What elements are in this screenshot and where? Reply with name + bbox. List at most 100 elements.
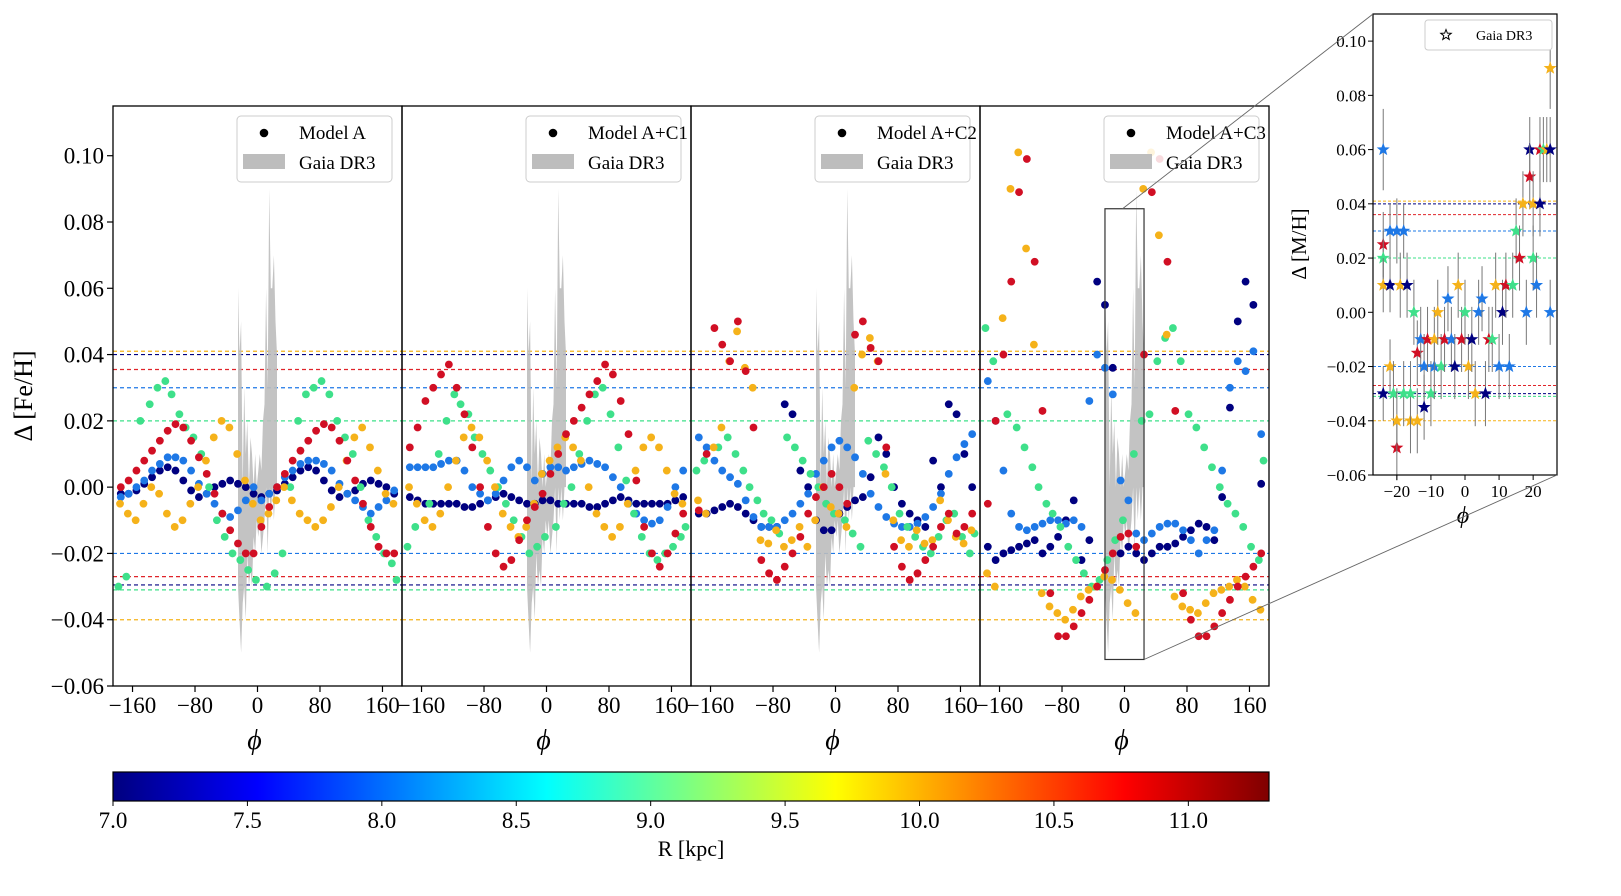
data-point xyxy=(382,496,391,505)
data-point xyxy=(905,542,913,551)
inset-star-point xyxy=(1417,400,1431,413)
data-point xyxy=(944,516,952,525)
data-point xyxy=(1108,363,1117,372)
data-point xyxy=(1054,516,1063,525)
data-point xyxy=(122,572,131,581)
data-point xyxy=(483,456,492,465)
data-point xyxy=(723,433,732,442)
data-point xyxy=(1248,595,1257,604)
inset-legend-box xyxy=(1424,19,1553,51)
data-point xyxy=(265,503,274,511)
data-point xyxy=(1085,595,1094,604)
data-point xyxy=(912,526,921,535)
data-point xyxy=(1100,572,1109,581)
data-point xyxy=(1022,526,1031,535)
data-point xyxy=(541,532,549,541)
data-point xyxy=(1077,523,1086,531)
inset-star-point xyxy=(1543,142,1557,156)
connector-bottom xyxy=(1143,474,1558,660)
data-point xyxy=(319,460,328,468)
data-point xyxy=(1147,529,1156,538)
panel-frame xyxy=(401,105,692,687)
data-point xyxy=(1163,542,1172,551)
data-point xyxy=(929,456,938,465)
legend-marker-gaia xyxy=(532,154,574,169)
data-point xyxy=(1061,615,1070,624)
data-point xyxy=(288,473,297,482)
y-tick-label: 0.10 xyxy=(64,144,104,169)
data-point xyxy=(990,582,999,591)
data-point xyxy=(444,499,453,508)
data-point xyxy=(741,509,750,518)
data-point xyxy=(731,450,740,458)
x-tick-label: 160 xyxy=(1232,693,1267,718)
data-point xyxy=(567,483,576,492)
inset-star-point xyxy=(1530,278,1544,291)
data-point xyxy=(1012,423,1021,432)
y-tick-label: 0.08 xyxy=(64,210,104,235)
data-point xyxy=(872,450,881,458)
data-point xyxy=(952,529,961,538)
data-point xyxy=(1007,509,1016,518)
y-tick-label: 0.04 xyxy=(64,343,105,368)
data-point xyxy=(421,463,430,472)
data-point xyxy=(803,542,812,551)
data-point xyxy=(1132,542,1141,551)
data-point xyxy=(264,509,273,518)
data-point xyxy=(412,499,421,508)
inset-y-axis-title: Δ [M/H] xyxy=(1287,208,1311,279)
data-point xyxy=(507,493,516,501)
data-point xyxy=(733,327,741,336)
data-point xyxy=(562,430,570,439)
data-point xyxy=(850,383,859,392)
panel-1: −160 −80 0 80 160 ϕ −0.06 −0.04 −0.02 0.00 0.02 0.0… xyxy=(9,105,403,756)
x-axis-title: ϕ xyxy=(825,725,840,756)
data-point xyxy=(960,523,969,531)
data-point xyxy=(171,466,180,475)
data-point xyxy=(1200,443,1209,452)
data-point xyxy=(296,466,305,475)
data-point xyxy=(1202,632,1211,641)
data-point xyxy=(1184,410,1193,419)
data-point xyxy=(671,483,680,492)
data-point xyxy=(334,483,343,492)
data-point xyxy=(670,489,679,498)
inset-x-tick-label: 0 xyxy=(1461,482,1470,501)
data-point xyxy=(648,519,656,528)
legend-label-gaia: Gaia DR3 xyxy=(877,153,954,174)
data-point xyxy=(726,357,734,366)
data-point xyxy=(632,499,641,508)
data-point xyxy=(679,466,688,475)
data-point xyxy=(999,350,1008,359)
inset-star-point xyxy=(1509,224,1523,237)
data-point xyxy=(545,456,554,465)
data-point xyxy=(593,377,602,385)
data-point xyxy=(1192,423,1201,432)
x-tick-label: 160 xyxy=(365,693,400,718)
inset-legend-label: Gaia DR3 xyxy=(1476,29,1532,44)
data-point xyxy=(202,489,211,498)
legend-label-model: Model A+C3 xyxy=(1166,123,1266,144)
data-point xyxy=(1124,496,1133,505)
data-point xyxy=(772,526,781,535)
data-point xyxy=(913,519,922,528)
data-point xyxy=(405,463,414,472)
data-point xyxy=(217,416,226,425)
data-point xyxy=(934,532,943,541)
data-point xyxy=(1053,609,1062,617)
data-point xyxy=(965,549,974,558)
data-point xyxy=(257,523,266,531)
inset-y-tick-label: −0.06 xyxy=(1327,466,1366,485)
panel-4: −160 −80 0 80 160 ϕ Model A+C3 Gaia DR3 xyxy=(976,105,1270,756)
inset-star-point xyxy=(1475,291,1489,305)
data-point xyxy=(460,503,469,511)
data-point xyxy=(991,556,1000,564)
data-point xyxy=(959,539,968,548)
data-point xyxy=(475,433,484,442)
data-point xyxy=(944,509,953,518)
data-point xyxy=(783,433,791,442)
data-point xyxy=(302,390,310,399)
data-point xyxy=(1218,466,1227,475)
data-point xyxy=(468,503,477,511)
data-point xyxy=(1155,542,1164,551)
